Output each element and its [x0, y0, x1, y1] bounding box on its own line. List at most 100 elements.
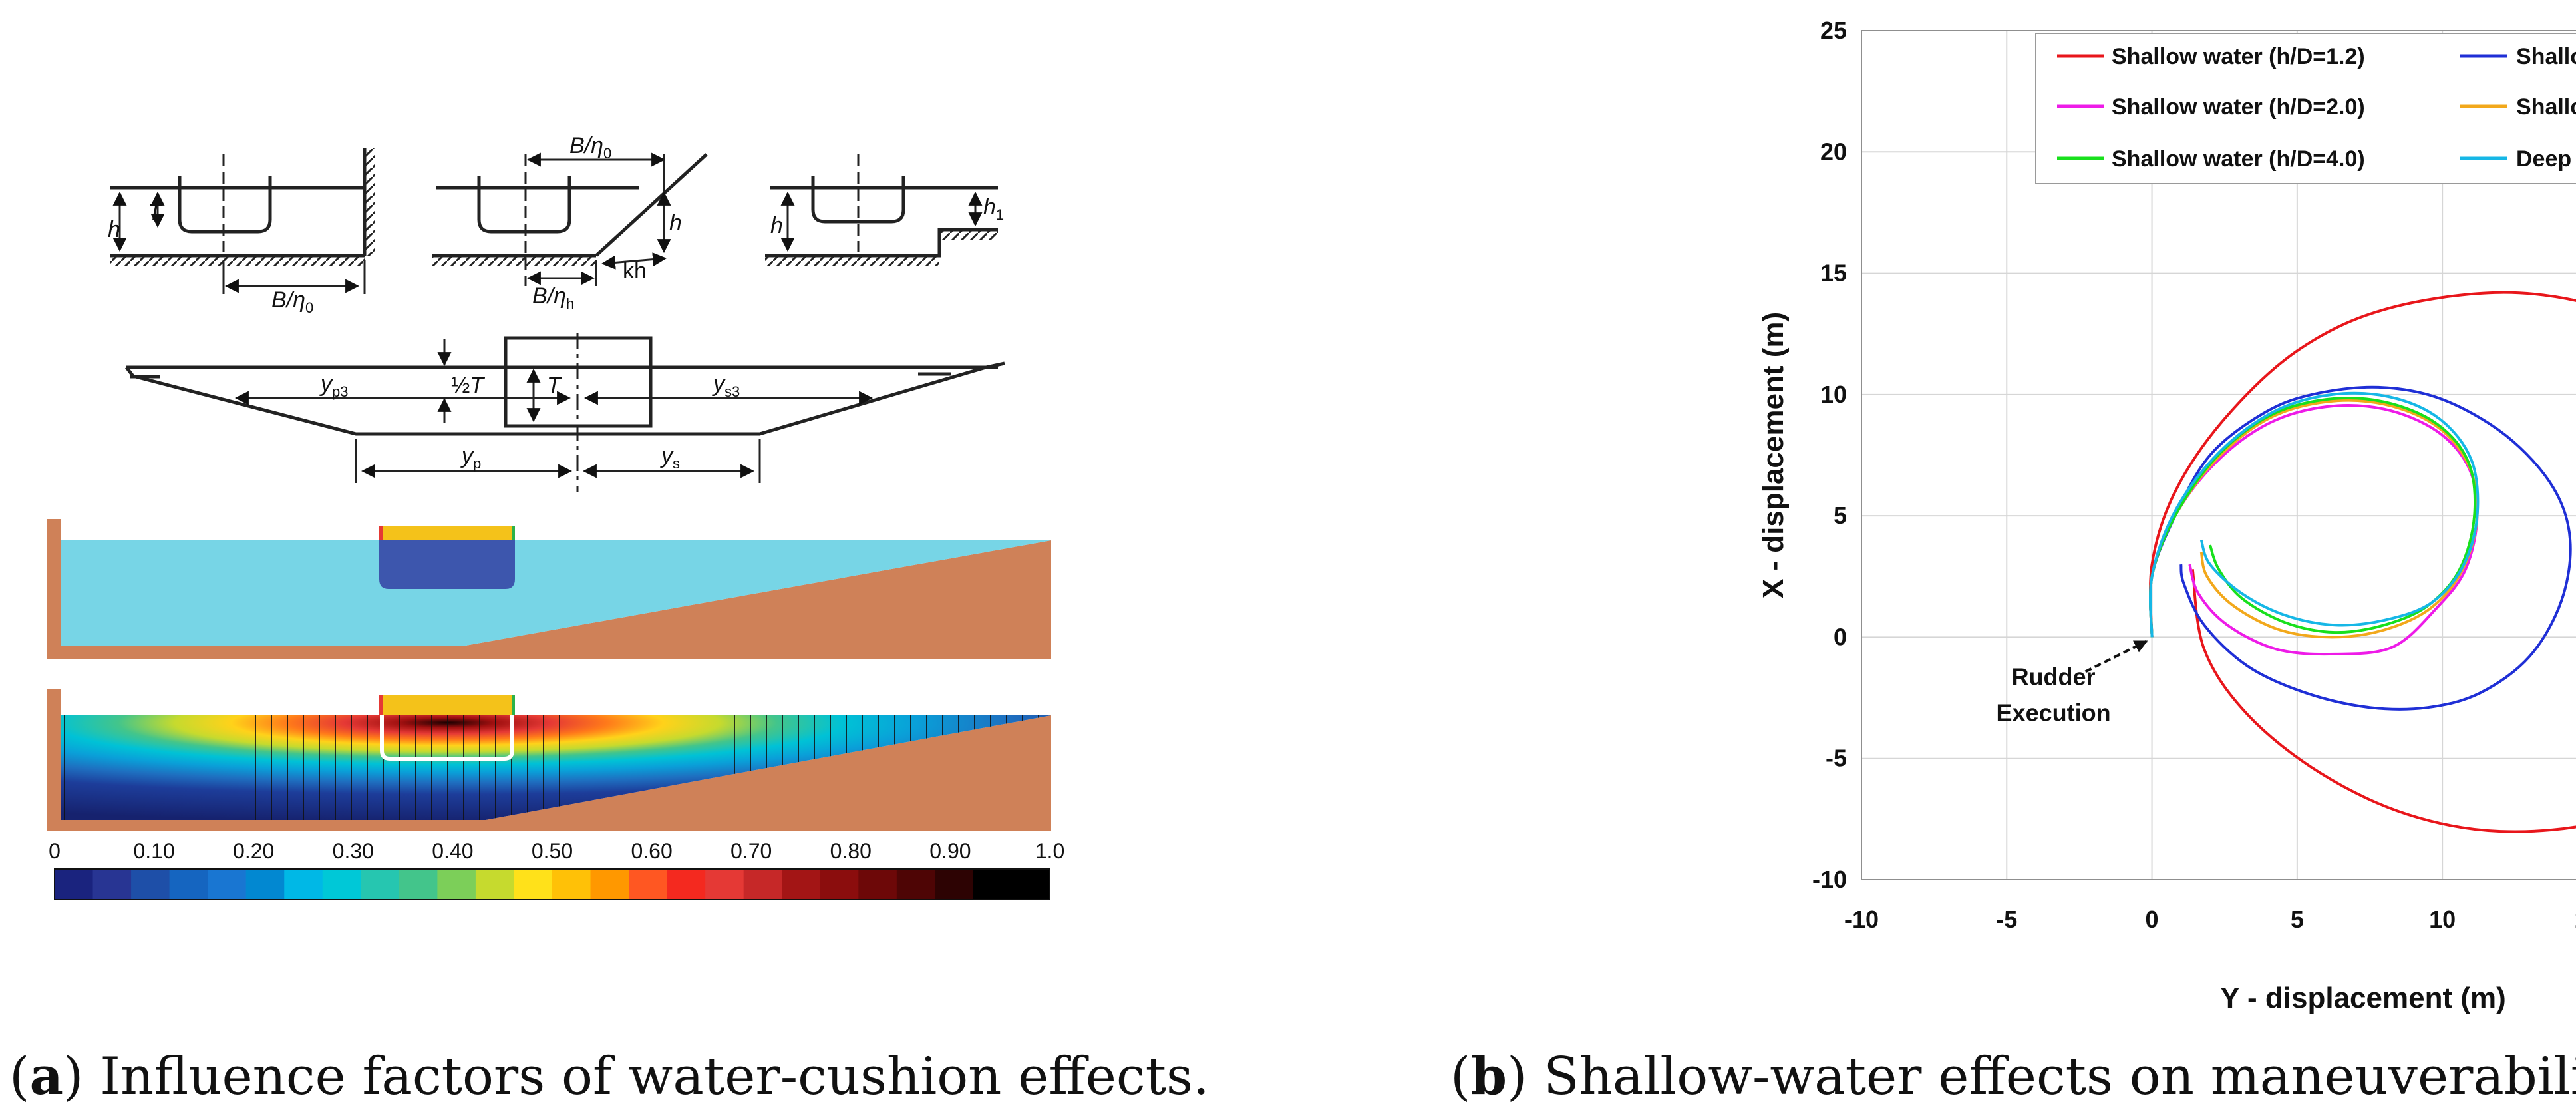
- colorbar-segment: [782, 869, 821, 900]
- colorbar-segment: [514, 869, 553, 900]
- colorbar-segment: [92, 869, 132, 900]
- label-half-T: ½T: [451, 373, 485, 398]
- y-tick-label: -5: [1826, 745, 1847, 772]
- schematic-labels: T h B/η0 B/η0 h kh B/ηh h h1 yp3 ys3 ½T …: [108, 133, 1004, 472]
- colorbar-tick-label: 1.0: [1035, 839, 1064, 863]
- caption-b: (b) Shallow-water effects on maneuverabi…: [1450, 1046, 2576, 1107]
- legend-label: Shallow water (h/D=1.2): [2112, 44, 2365, 69]
- colorbar-segment: [437, 869, 476, 900]
- label-ys3: ys3: [712, 371, 740, 400]
- colorbar-segment: [590, 869, 629, 900]
- x-tick-label: 0: [2146, 906, 2159, 933]
- colorbar-segment: [1011, 869, 1050, 900]
- sloped-bank-case: [432, 152, 708, 286]
- y-tick-label: 5: [1834, 502, 1847, 529]
- stepped-bottom-case: [765, 154, 998, 266]
- colorbar-tick-label: 0.30: [333, 839, 374, 863]
- colorbar-segment: [245, 869, 285, 900]
- label-B-etah: B/ηh: [532, 283, 574, 312]
- y-tick-label: 0: [1834, 623, 1847, 650]
- colorbar-segment: [935, 869, 974, 900]
- colorbar-segment: [667, 869, 706, 900]
- annotation-execution: Execution: [1997, 699, 2111, 726]
- x-axis-label: Y - displacement (m): [2220, 982, 2506, 1014]
- colorbar-tick-label: 0.10: [133, 839, 174, 863]
- series-line: [2149, 385, 2572, 711]
- x-tick-label: 10: [2429, 906, 2456, 933]
- water-cushion-schematic: T h B/η0 B/η0 h kh B/ηh h h1 yp3 ys3 ½T …: [47, 133, 1064, 900]
- label-T-ship: T: [547, 373, 562, 398]
- label-B-eta0-slope: B/η0: [569, 133, 611, 162]
- y-tick-label: 25: [1820, 17, 1847, 44]
- x-tick-label: -5: [1996, 906, 2017, 933]
- colorbar-tick-label: 0.90: [929, 839, 971, 863]
- x-tick-label: -10: [1844, 906, 1879, 933]
- colorbar-tick-label: 0: [49, 839, 61, 863]
- legend-label: Shallow water (h/D=2.0): [2112, 94, 2365, 120]
- legend-label: Shallow water (h/D=3.0): [2516, 94, 2576, 120]
- series-line: [2149, 291, 2576, 833]
- colorbar-segment: [820, 869, 859, 900]
- series-line: [2149, 397, 2477, 638]
- colorbar-segment: [858, 869, 897, 900]
- colorbar-tick-labels: 0 0.10 0.20 0.30 0.40 0.50 0.60 0.70 0.80 0.90 1.0: [49, 839, 1064, 863]
- colorbar-segment: [131, 869, 170, 900]
- rudder-execution-annotation: Rudder Execution: [1997, 640, 2148, 726]
- label-yp: yp: [460, 443, 481, 472]
- colorbar-segment: [743, 869, 782, 900]
- y-tick-label: 15: [1820, 260, 1847, 287]
- colorbar-tick-label: 0.20: [233, 839, 274, 863]
- colorbar-segment: [475, 869, 515, 900]
- series-line: [2149, 391, 2480, 638]
- colorbar-tick-label: 0.70: [730, 839, 772, 863]
- colorbar-segment: [973, 869, 1013, 900]
- channel-simulation-model: [47, 519, 1051, 659]
- y-tick-label: 10: [1820, 381, 1847, 408]
- colorbar-border: [54, 868, 1050, 900]
- colorbar-tick-label: 0.40: [432, 839, 473, 863]
- colorbar-tick-label: 0.50: [532, 839, 573, 863]
- label-h: h: [108, 217, 120, 242]
- colorbar-segment: [361, 869, 400, 900]
- label-B-eta0: B/η0: [271, 287, 313, 316]
- label-kh: kh: [623, 258, 647, 283]
- legend-label: Shallow water (h/D=4.0): [2112, 146, 2365, 172]
- label-yp3: yp3: [319, 371, 348, 400]
- label-h-step: h: [770, 213, 783, 238]
- channel-cross-section-diagrams: [110, 148, 1005, 492]
- colorbar: [54, 868, 1050, 900]
- colorbar-segment: [399, 869, 438, 900]
- colorbar-segment: [896, 869, 935, 900]
- colorbar-segment: [552, 869, 591, 900]
- colorbar-segment: [629, 869, 668, 900]
- label-h1: h1: [983, 194, 1004, 223]
- trajectory-series: [2149, 291, 2576, 833]
- colorbar-segment: [322, 869, 361, 900]
- label-h-slope: h: [669, 210, 682, 236]
- legend-label: Deep water: [2516, 146, 2576, 172]
- colorbar-segment: [208, 869, 247, 900]
- rudder-execution-arrow: [2084, 640, 2148, 673]
- plot-area-border: [1861, 30, 2576, 880]
- colorbar-segment: [705, 869, 744, 900]
- caption-a: (a) Influence factors of water-cushion e…: [9, 1046, 1209, 1107]
- label-T: T: [148, 200, 163, 225]
- y-axis-label: X - displacement (m): [1757, 312, 1790, 598]
- chart-legend: Shallow water (h/D=1.2) Shallow water (h/…: [2035, 33, 2576, 184]
- colorbar-tick-label: 0.80: [830, 839, 872, 863]
- colorbar-segment: [284, 869, 323, 900]
- y-tick-label: -10: [1812, 866, 1847, 893]
- trapezoidal-channel-case: [125, 333, 1005, 492]
- series-line: [2149, 399, 2479, 639]
- vertical-wall-case: [110, 148, 375, 294]
- colorbar-segment: [169, 869, 208, 900]
- legend-label: Shallow water (h/D=1.5): [2516, 44, 2576, 69]
- annotation-rudder: Rudder: [2012, 663, 2096, 690]
- x-tick-label: 5: [2291, 906, 2304, 933]
- pressure-contour-plot: [47, 689, 1051, 831]
- colorbar-segment: [55, 869, 94, 900]
- label-ys: ys: [660, 443, 680, 472]
- y-tick-label: 20: [1820, 138, 1847, 165]
